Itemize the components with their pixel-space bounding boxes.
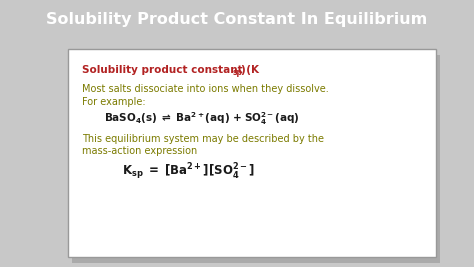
- Text: Solubility Product Constant In Equilibrium: Solubility Product Constant In Equilibri…: [46, 12, 428, 27]
- Text: ): ): [240, 65, 245, 75]
- Text: mass-action expression: mass-action expression: [82, 146, 197, 156]
- Text: Solubility product constant (K: Solubility product constant (K: [82, 65, 259, 75]
- Text: $\mathbf{K_{sp}}$ $\mathbf{=}$ $\mathbf{[Ba^{2+}][SO_4^{2-}]}$: $\mathbf{K_{sp}}$ $\mathbf{=}$ $\mathbf{…: [122, 162, 255, 182]
- Text: $\mathbf{BaSO_4(s)}$ $\mathbf{\rightleftharpoons}$ $\mathbf{Ba^{2+}(aq)}$ $\math: $\mathbf{BaSO_4(s)}$ $\mathbf{\rightleft…: [104, 111, 300, 127]
- FancyBboxPatch shape: [72, 55, 440, 263]
- FancyBboxPatch shape: [68, 49, 436, 257]
- Text: This equilibrium system may be described by the: This equilibrium system may be described…: [82, 134, 324, 144]
- Text: For example:: For example:: [82, 97, 146, 107]
- Text: sp: sp: [233, 68, 243, 77]
- Text: Most salts dissociate into ions when they dissolve.: Most salts dissociate into ions when the…: [82, 84, 329, 94]
